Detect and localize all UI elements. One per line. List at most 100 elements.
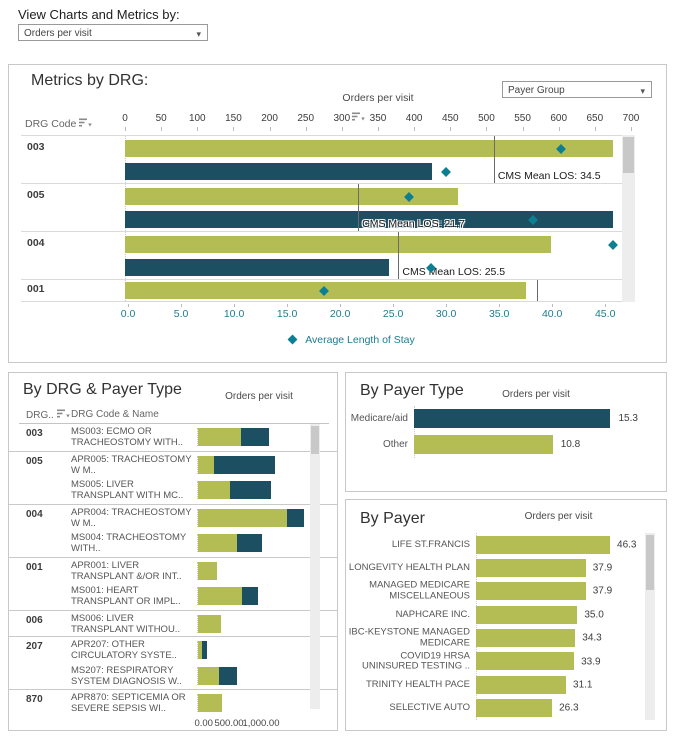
orders-axis: 0.00 500.00 1,000.00 [194,718,309,730]
view-by-dropdown[interactable]: Orders per visit ▾ [18,24,208,41]
zero-line [476,533,477,720]
scrollbar-thumb[interactable] [623,137,634,173]
axis-tick-label: 350 [369,113,387,124]
payer-value: 33.9 [581,656,601,668]
stacked-bar [197,666,309,685]
stacked-bar [197,455,309,474]
axis-tick-mark [340,304,342,307]
payer-type-bar[interactable] [414,409,611,428]
drg-name-cell: APR005: TRACHEOSTOMY W M.. [71,453,192,476]
drg-name-cell: MS004: TRACHEOSTOMY WITH.. [71,532,187,554]
drg-payer-row: 005 APR005: TRACHEOSTOMY W M.. [9,450,337,478]
payer-type-bar[interactable] [414,435,553,454]
medicare-bar-segment[interactable] [241,587,259,605]
axis-tick-mark [269,127,271,131]
drg-name-cell: MS006: LIVER TRANSPLANT WITHOU.. [71,612,181,635]
drg-code-cell: 001 [26,561,43,573]
payer-bar[interactable] [476,535,611,554]
stacked-bar [197,534,309,552]
other-bar-segment[interactable] [198,508,287,527]
axis-tick-label: 150 [225,113,242,124]
payer-bar[interactable] [476,629,576,648]
axis-tick-label: 600 [550,113,568,124]
medicare-bar-segment[interactable] [214,455,275,474]
drg-payer-row: MS001: HEART TRANSPLANT OR IMPL.. [9,583,337,610]
drg-name-cell: MS003: ECMO OR TRACHEOSTOMY WITH.. [71,426,184,448]
scrollbar-track[interactable] [310,424,320,709]
axis-tick-label: 650 [586,113,604,124]
panel-title: By DRG & Payer Type [23,381,182,398]
axis-tick-label: 200 [261,113,278,124]
payer-bar[interactable] [476,652,575,671]
payer-bar[interactable] [476,558,586,577]
scrollbar-track[interactable] [622,135,635,302]
payer-bar[interactable] [476,605,578,624]
other-bar-segment[interactable] [198,561,217,580]
other-bar-segment[interactable] [198,614,222,633]
axis-tick-mark [450,127,452,131]
axis-tick-mark [305,127,307,131]
other-bar-segment[interactable] [198,666,219,685]
other-bar-segment[interactable] [198,641,203,659]
payer-label: LIFE ST.FRANCIS [391,538,470,550]
orders-per-visit-bar[interactable] [125,211,613,228]
sort-icon[interactable] [56,409,70,421]
medicare-bar-segment[interactable] [237,534,262,552]
header-divider [19,423,329,424]
avg-los-diamond[interactable] [441,166,452,177]
metrics-bar-row [125,259,631,276]
other-bar-segment[interactable] [198,694,223,712]
axis-tick-mark [378,127,379,131]
sort-icon[interactable] [352,108,365,126]
cms-mean-los-line [358,184,360,231]
axis-tick-mark [125,127,126,131]
other-bar-segment[interactable] [198,428,242,446]
los-axis-ticks [125,304,631,308]
payer-bar[interactable] [476,582,586,601]
stacked-bar [197,481,309,499]
metrics-bar-row [125,236,631,253]
stacked-bar [197,614,309,633]
payer-label: NAPHCARE INC. [395,608,470,620]
payer-row: NAPHCARE INC. 35.0 [346,603,666,626]
medicare-bar-segment[interactable] [241,428,269,446]
payer-bar[interactable] [476,675,567,694]
other-bar-segment[interactable] [198,481,230,499]
orders-axis-ticks [125,127,632,132]
view-by-value: Orders per visit [24,28,92,39]
payer-row: LIFE ST.FRANCIS 46.3 [346,533,666,556]
other-bar-segment[interactable] [198,455,214,474]
scrollbar-thumb[interactable] [646,535,654,590]
medicare-bar-segment[interactable] [230,481,271,499]
payer-type-row: Other 10.8 [346,432,666,458]
panel-title: By Payer Type [360,382,464,399]
payer-type-rows: Medicare/aid 15.3 Other 10.8 [346,406,666,458]
by-payer-panel: By Payer Orders per visit LIFE ST.FRANCI… [345,499,667,731]
scrollbar-thumb[interactable] [311,426,319,454]
orders-per-visit-bar[interactable] [125,188,458,205]
payer-bar[interactable] [476,699,553,718]
payer-type-label: Medicare/aid [350,413,408,424]
orders-per-visit-bar[interactable] [125,140,613,157]
sort-icon[interactable] [79,118,93,130]
drg-code-cell: 004 [26,508,43,520]
axis-tick-label: 0 [122,113,128,124]
other-bar-segment[interactable] [198,534,238,552]
orders-per-visit-bar[interactable] [125,259,389,276]
drg-code-header-label: DRG Code [25,118,77,130]
legend-avg-length-of-stay[interactable]: Average Length of Stay [99,334,605,346]
axis-tick-label: 500.00 [214,718,244,729]
medicare-bar-segment[interactable] [218,666,238,685]
axis-tick-label: 700 [622,113,640,124]
orders-per-visit-bar[interactable] [125,236,552,253]
stacked-bar [197,561,309,580]
payer-group-dropdown[interactable]: Payer Group ▾ [502,81,652,98]
payer-type-value: 15.3 [618,413,638,424]
avg-los-diamond[interactable] [607,239,618,250]
scrollbar-track[interactable] [645,533,655,720]
drg-payer-row: MS004: TRACHEOSTOMY WITH.. [9,530,337,557]
orders-per-visit-bar[interactable] [125,163,433,180]
medicare-bar-segment[interactable] [202,641,207,659]
other-bar-segment[interactable] [198,587,242,605]
medicare-bar-segment[interactable] [286,508,304,527]
